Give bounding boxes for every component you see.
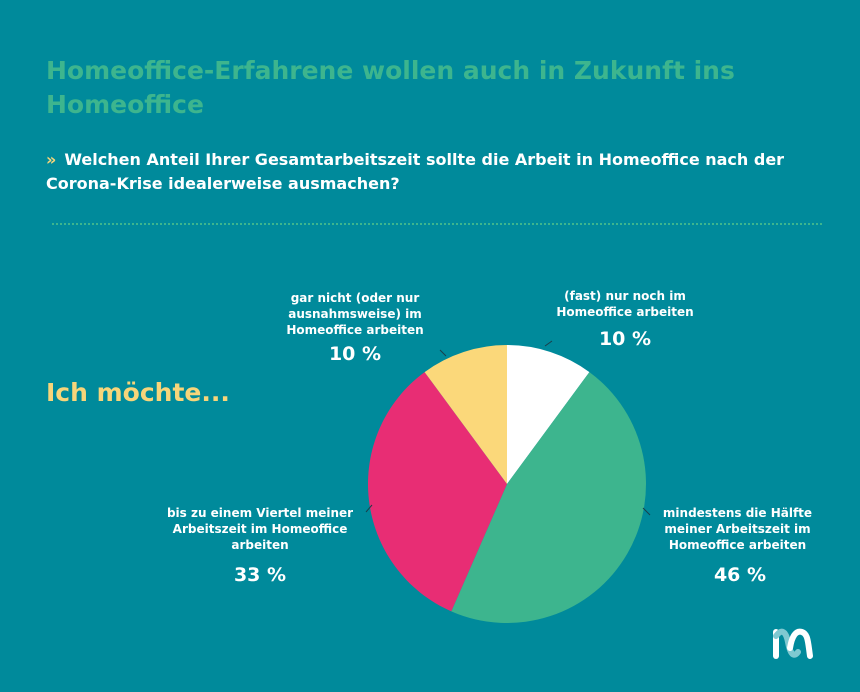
pie-slice-0	[507, 345, 590, 484]
slice-label-1: mindestens die Hälfte meiner Arbeitszeit…	[662, 506, 813, 552]
pie-slice-2	[367, 372, 507, 612]
slice-value-3: 10 %	[328, 343, 382, 365]
dotted-divider	[52, 223, 822, 225]
pie-slice-3	[424, 345, 507, 484]
brand-logo	[773, 628, 813, 659]
slice-value-2: 33 %	[233, 564, 287, 586]
slice-value-1: 46 %	[713, 564, 767, 586]
slice-value-0: 10 %	[598, 328, 652, 350]
double-chevron-right-icon: »	[46, 150, 57, 169]
leader-line-3	[439, 349, 447, 357]
slice-label-2: bis zu einem Viertel meiner Arbeitszeit …	[166, 506, 354, 552]
question: » Welchen Anteil Ihrer Gesamtarbeitszeit …	[46, 148, 836, 196]
leader-line-1	[642, 507, 651, 516]
leader-line-0	[544, 340, 553, 347]
slice-label-0: (fast) nur noch im Homeoffice arbeiten	[556, 289, 694, 319]
question-text: Welchen Anteil Ihrer Gesamtarbeitszeit s…	[46, 150, 785, 193]
chart-title: Homeoffice-Erfahrene wollen auch in Zuku…	[46, 56, 735, 119]
lead-text: Ich möchte...	[46, 378, 230, 407]
slice-label-3: gar nicht (oder nur ausnahmsweise) im Ho…	[286, 291, 424, 337]
pie-slice-1	[451, 372, 646, 623]
leader-line-2	[365, 504, 373, 513]
